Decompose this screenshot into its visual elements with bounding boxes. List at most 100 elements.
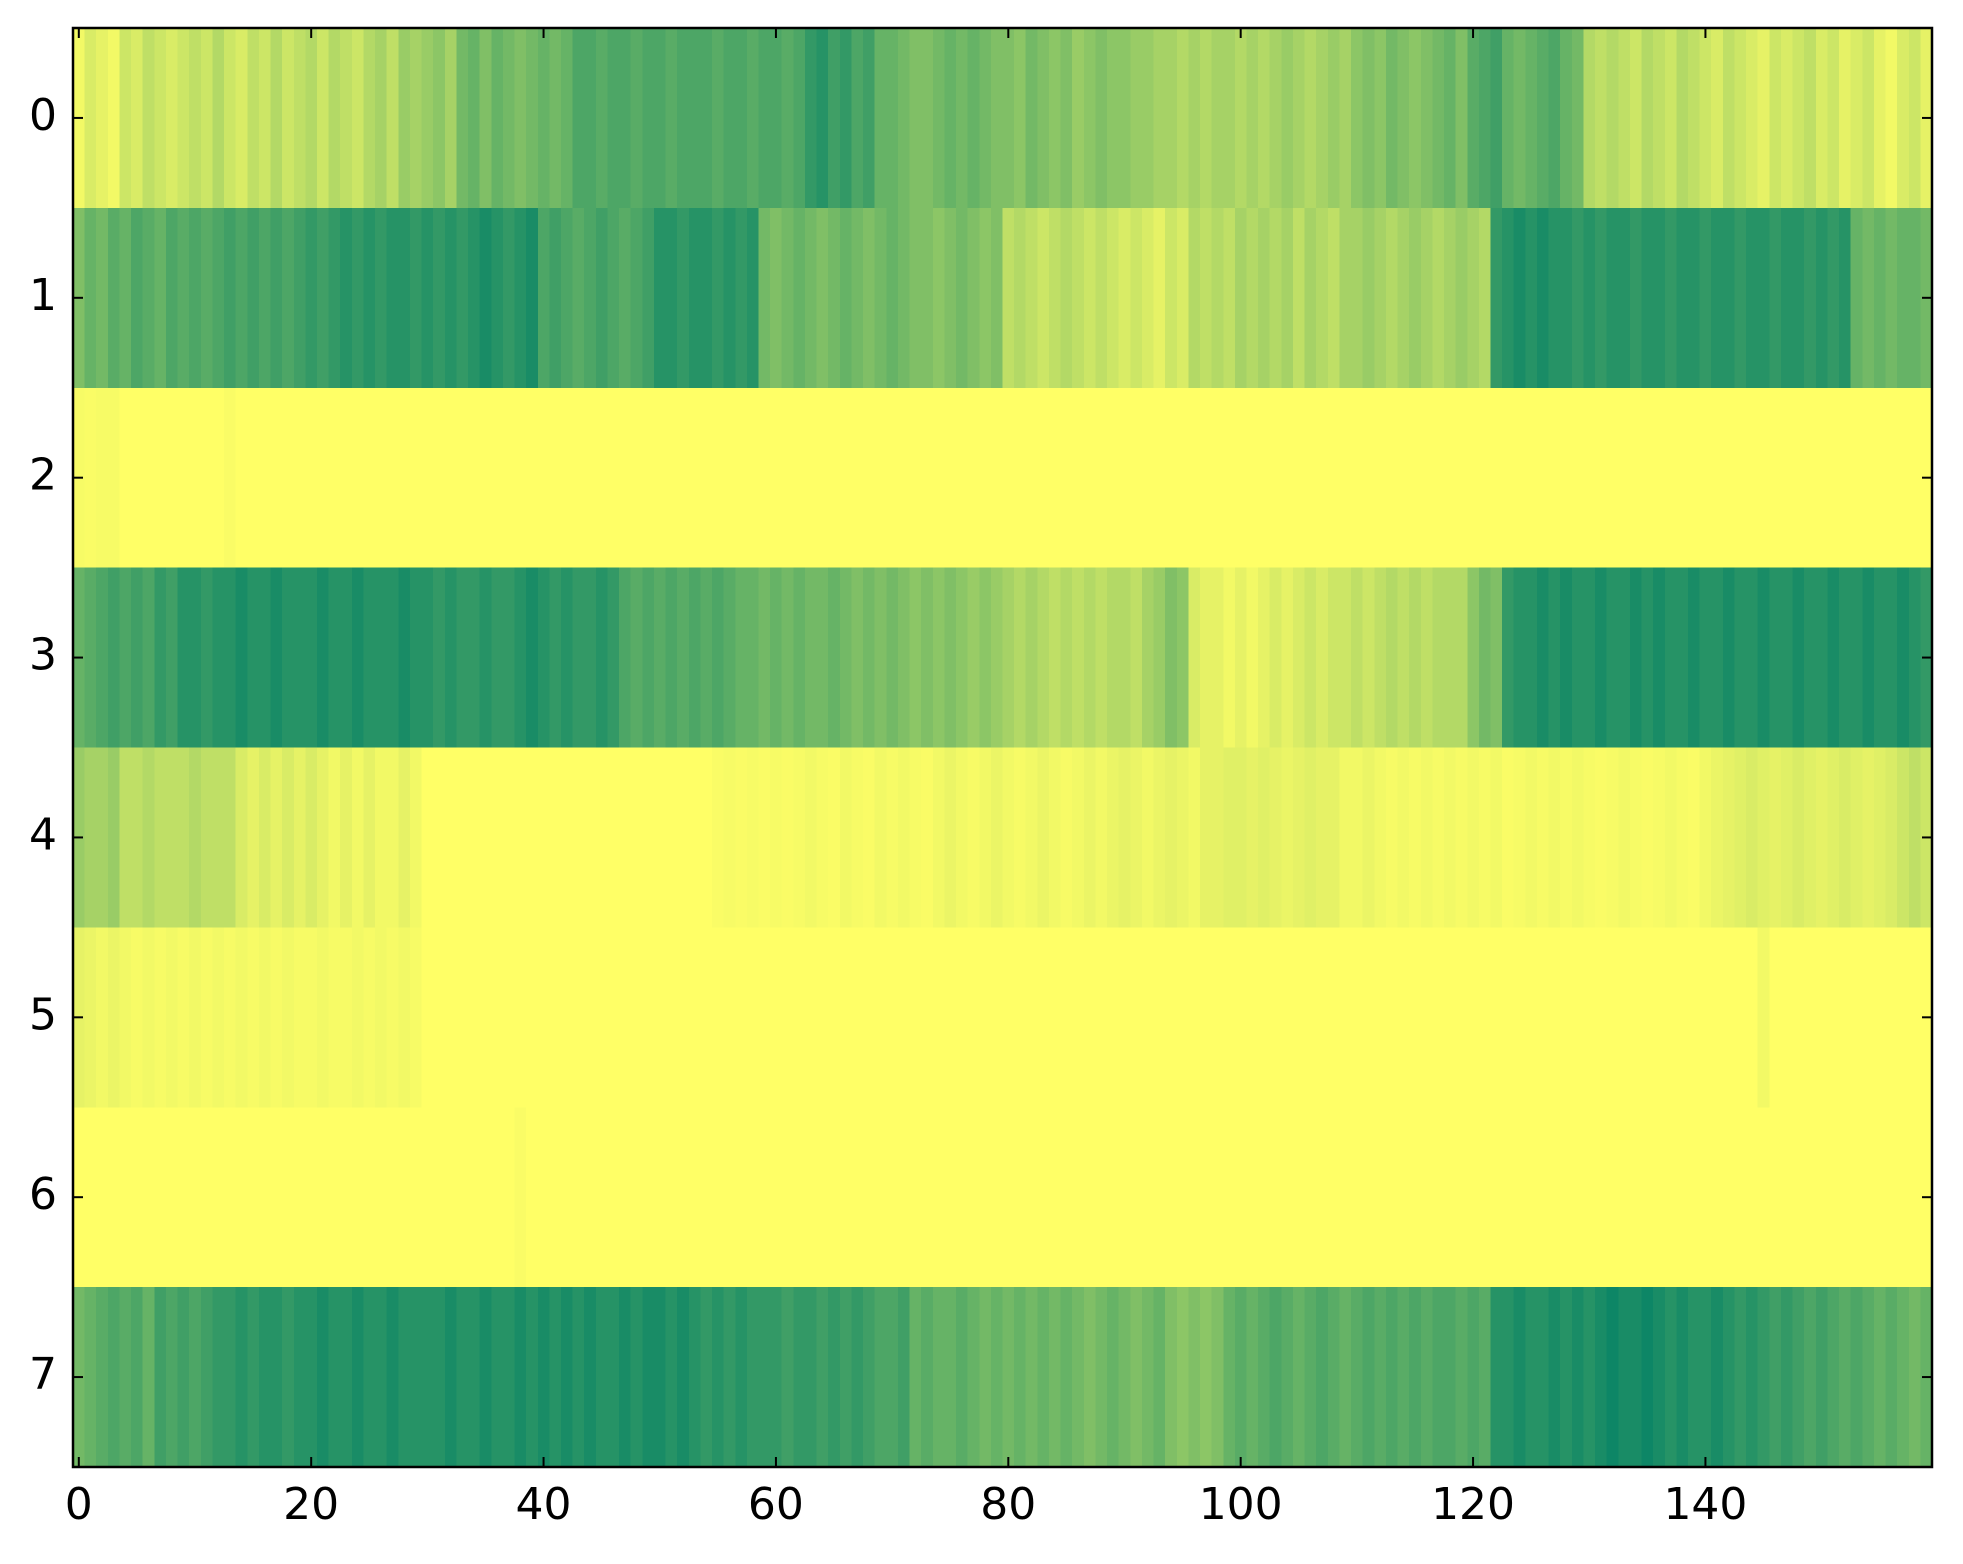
cell	[1676, 567, 1689, 749]
cell	[1397, 1107, 1410, 1288]
cell	[1734, 747, 1747, 928]
cell	[1060, 1107, 1073, 1288]
cell	[1792, 747, 1805, 928]
cell	[1804, 1287, 1817, 1468]
cell	[293, 567, 306, 749]
cell	[537, 387, 550, 569]
cell	[1908, 567, 1921, 749]
cell	[746, 1107, 760, 1288]
cell	[1850, 207, 1863, 389]
cell	[1048, 1107, 1062, 1288]
cell	[1653, 207, 1666, 389]
cell	[886, 387, 899, 569]
cell	[375, 927, 388, 1108]
cell	[177, 387, 190, 569]
cell	[526, 927, 539, 1108]
cell	[293, 1107, 306, 1288]
cell	[1653, 567, 1666, 749]
cell	[1467, 567, 1480, 749]
cell	[1455, 28, 1468, 209]
cell	[1455, 1107, 1468, 1288]
cell	[1200, 567, 1213, 749]
cell	[514, 747, 527, 928]
cell	[804, 567, 818, 749]
cell	[549, 1107, 562, 1288]
cell	[328, 567, 341, 749]
cell	[1804, 28, 1817, 209]
cell	[1804, 927, 1817, 1108]
cell	[107, 207, 121, 389]
cell	[619, 1107, 632, 1288]
cell	[1327, 387, 1341, 569]
cell	[1897, 927, 1910, 1108]
cell	[723, 567, 736, 749]
cell	[1432, 207, 1445, 389]
cell	[514, 567, 527, 749]
cell	[328, 207, 341, 389]
y-tick-label: 3	[29, 630, 57, 681]
cell	[804, 927, 818, 1108]
cell	[1223, 207, 1236, 389]
cell	[177, 927, 190, 1108]
cell	[1548, 567, 1561, 749]
cell	[1188, 1107, 1201, 1288]
cell	[712, 747, 725, 928]
cell	[793, 567, 806, 749]
cell	[468, 747, 481, 928]
cell	[1908, 1107, 1921, 1288]
cell	[1397, 1287, 1410, 1468]
cell	[1153, 747, 1166, 928]
cell	[1037, 1107, 1050, 1288]
cell	[479, 207, 492, 389]
cell	[886, 1107, 899, 1288]
cell	[1478, 387, 1492, 569]
cell	[1444, 387, 1457, 569]
cell	[1444, 1287, 1457, 1468]
cell	[1444, 28, 1457, 209]
cell	[1304, 387, 1317, 569]
cell	[665, 28, 678, 209]
cell	[1525, 28, 1538, 209]
cell	[1676, 1107, 1689, 1288]
cell	[444, 387, 458, 569]
cell	[723, 1107, 736, 1288]
cell	[1815, 387, 1829, 569]
cell	[444, 1287, 458, 1468]
cell	[839, 207, 853, 389]
cell	[1467, 927, 1480, 1108]
cell	[305, 567, 318, 749]
cell	[316, 28, 330, 209]
cell	[1897, 28, 1910, 209]
cell	[316, 1107, 330, 1288]
cell	[328, 747, 341, 928]
cell	[1292, 747, 1306, 928]
cell	[1037, 747, 1050, 928]
cell	[1548, 207, 1561, 389]
cell	[1432, 747, 1445, 928]
cell	[1641, 207, 1654, 389]
cell	[1420, 1107, 1433, 1288]
cell	[433, 1107, 446, 1288]
cell	[282, 207, 295, 389]
cell	[1188, 28, 1201, 209]
cell	[189, 927, 202, 1108]
cell	[247, 1107, 260, 1288]
cell	[1618, 387, 1631, 569]
cell	[619, 28, 632, 209]
cell	[1792, 927, 1805, 1108]
cell	[1873, 1107, 1887, 1288]
cell	[189, 207, 202, 389]
cell	[1095, 1107, 1108, 1288]
cell	[1525, 1107, 1538, 1288]
cell	[165, 1107, 179, 1288]
cell	[572, 567, 585, 749]
cell	[1792, 207, 1805, 389]
cell	[398, 387, 411, 569]
cell	[375, 1287, 388, 1468]
cell	[1246, 387, 1259, 569]
cell	[1873, 28, 1887, 209]
cell	[1258, 1107, 1271, 1288]
cell	[560, 28, 574, 209]
cell	[398, 747, 411, 928]
cell	[1385, 1107, 1399, 1288]
